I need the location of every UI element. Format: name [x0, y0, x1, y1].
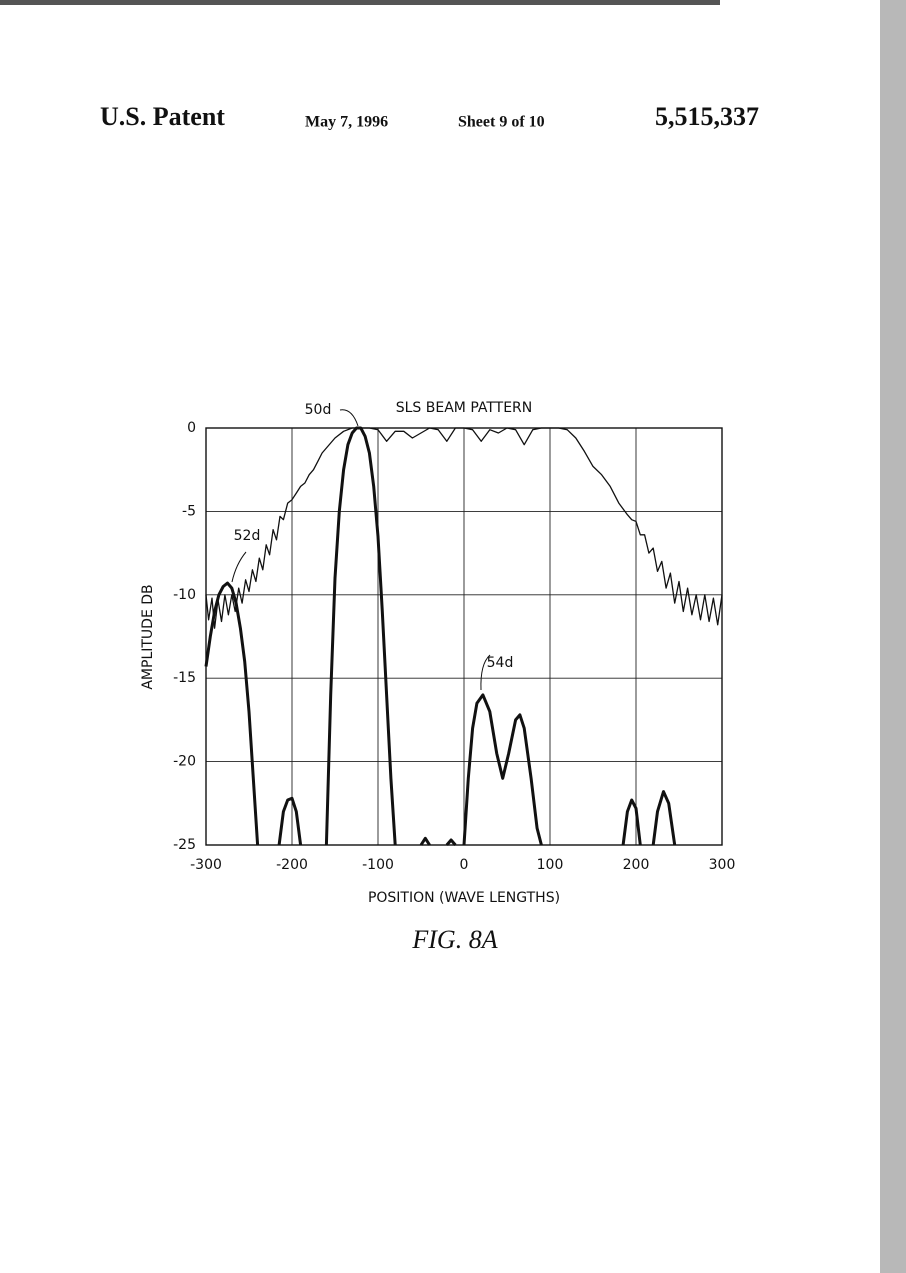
x-tick-label: -300	[190, 857, 222, 873]
chart-title: SLS BEAM PATTERN	[396, 400, 533, 416]
y-tick-label: 0	[187, 420, 196, 436]
annotation: 52d	[234, 528, 261, 544]
header-sheet: Sheet 9 of 10	[458, 114, 545, 131]
x-tick-label: 0	[460, 857, 469, 873]
annotation: 50d	[305, 402, 332, 418]
y-tick-label: -5	[182, 503, 196, 519]
y-axis-label: AMPLITUDE DB	[140, 584, 156, 689]
figure-caption: FIG. 8A	[411, 925, 497, 954]
y-tick-label: -25	[173, 837, 196, 853]
patent-page: U.S. Patent May 7, 1996 Sheet 9 of 10 5,…	[0, 0, 906, 1273]
x-tick-label: 200	[623, 857, 650, 873]
x-tick-label: 100	[537, 857, 564, 873]
page-background	[0, 0, 906, 1273]
y-tick-label: -10	[173, 587, 196, 603]
annotation: 54d	[487, 655, 514, 671]
x-tick-label: 300	[709, 857, 736, 873]
x-tick-label: -100	[362, 857, 394, 873]
x-tick-label: -200	[276, 857, 308, 873]
y-tick-label: -15	[173, 670, 196, 686]
header-number: 5,515,337	[655, 102, 759, 131]
y-tick-label: -20	[173, 754, 196, 770]
scan-edge	[0, 0, 720, 5]
header-date: May 7, 1996	[305, 114, 388, 131]
scan-shadow	[880, 0, 906, 1273]
x-axis-label: POSITION (WAVE LENGTHS)	[368, 890, 560, 906]
header-left: U.S. Patent	[100, 102, 225, 131]
